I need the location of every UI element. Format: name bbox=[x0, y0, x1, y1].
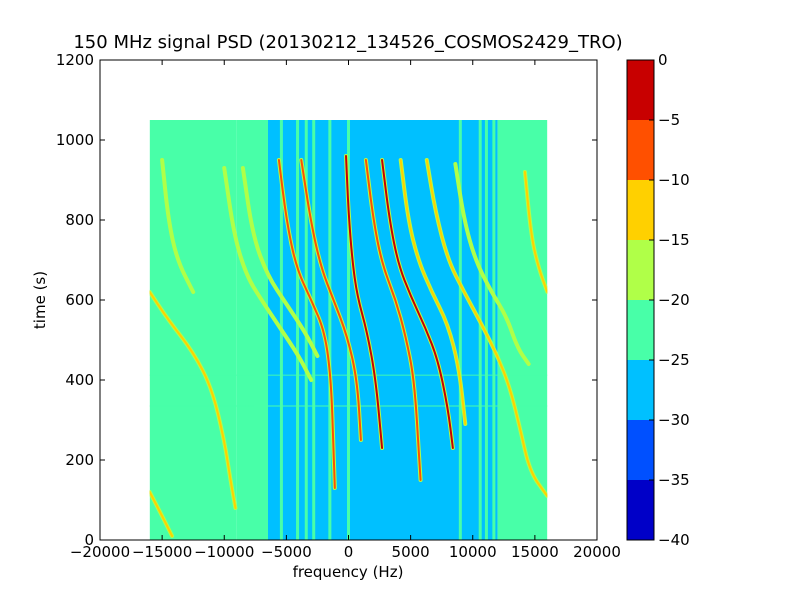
signal-track bbox=[277, 159, 336, 489]
x-tick-label: −10000 bbox=[194, 543, 254, 561]
colorbar-tick-label: −5 bbox=[658, 111, 680, 129]
y-tick-label: 1000 bbox=[56, 131, 94, 149]
signal-track bbox=[523, 171, 548, 293]
y-tick-label: 400 bbox=[65, 371, 94, 389]
x-tick-label: 15000 bbox=[511, 543, 559, 561]
signal-track bbox=[345, 155, 384, 449]
colorbar-tick-label: −35 bbox=[658, 471, 690, 489]
x-tick-label: 5000 bbox=[392, 543, 430, 561]
colorbar-tick-label: 0 bbox=[658, 51, 668, 69]
signal-track bbox=[223, 167, 313, 381]
x-tick-label: 0 bbox=[344, 543, 354, 561]
chart-title: 150 MHz signal PSD (20130212_134526_COSM… bbox=[73, 32, 622, 53]
signal-track bbox=[149, 491, 174, 537]
colorbar-segment bbox=[627, 480, 654, 540]
colorbar-segment bbox=[627, 60, 654, 120]
colorbar-segment bbox=[627, 420, 654, 480]
signal-track bbox=[399, 159, 467, 425]
colorbar-tick-label: −10 bbox=[658, 171, 690, 189]
colorbar-tick-label: −15 bbox=[658, 231, 690, 249]
colorbar-segment bbox=[627, 180, 654, 240]
x-tick-label: −15000 bbox=[132, 543, 192, 561]
y-tick-label: 1200 bbox=[56, 51, 94, 69]
y-tick-label: 0 bbox=[84, 531, 94, 549]
colorbar-tick-label: −30 bbox=[658, 411, 690, 429]
x-axis-label: frequency (Hz) bbox=[293, 563, 404, 581]
background-region bbox=[497, 120, 548, 540]
signal-track bbox=[381, 159, 454, 449]
colorbar-segment bbox=[627, 300, 654, 360]
colorbar-segment bbox=[627, 240, 654, 300]
y-tick-label: 200 bbox=[65, 451, 94, 469]
signal-track bbox=[241, 167, 319, 357]
signal-track bbox=[161, 159, 195, 293]
colorbar-segment bbox=[627, 360, 654, 420]
signal-track bbox=[454, 163, 530, 365]
signal-track bbox=[364, 159, 422, 481]
signal-track bbox=[300, 159, 362, 441]
y-axis-label: time (s) bbox=[31, 271, 49, 329]
signal-track bbox=[149, 291, 237, 509]
colorbar-tick-label: −25 bbox=[658, 351, 690, 369]
x-tick-label: 20000 bbox=[573, 543, 621, 561]
x-tick-label: 10000 bbox=[449, 543, 497, 561]
colorbar-tick-label: −20 bbox=[658, 291, 690, 309]
signal-track bbox=[425, 159, 548, 497]
x-tick-label: −20000 bbox=[70, 543, 130, 561]
heatmap-data bbox=[149, 120, 548, 540]
colorbar-segment bbox=[627, 120, 654, 180]
y-tick-label: 800 bbox=[65, 211, 94, 229]
x-tick-label: −5000 bbox=[261, 543, 312, 561]
colorbar: 0 −5 −10 −15 −20 −25 −30 −35 −40 bbox=[626, 51, 690, 549]
y-tick-label: 600 bbox=[65, 291, 94, 309]
axes: −20000 −15000 −10000 −5000 0 5000 10000 15000 20… bbox=[56, 51, 621, 561]
colorbar-tick-label: −40 bbox=[658, 531, 690, 549]
